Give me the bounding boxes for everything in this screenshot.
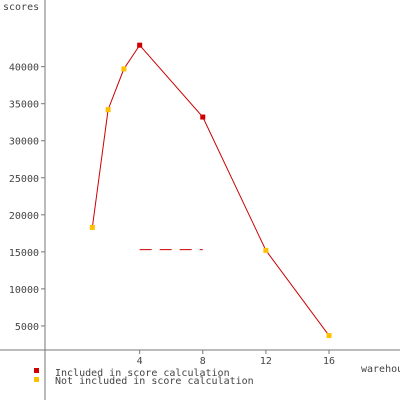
legend-marker-not-included bbox=[34, 377, 39, 382]
y-tick-label: 15000 bbox=[9, 248, 39, 259]
y-axis-label: scores bbox=[3, 2, 39, 13]
legend-label-not-included: Not included in score calculation bbox=[55, 376, 254, 387]
series-line bbox=[91, 44, 330, 336]
legend-marker-included bbox=[34, 368, 39, 373]
y-tick-label: 25000 bbox=[9, 174, 39, 185]
data-points bbox=[89, 42, 332, 339]
y-tick-label: 20000 bbox=[9, 211, 39, 222]
legend-label-included: Included in score calculation bbox=[55, 368, 230, 379]
point-not-included bbox=[121, 66, 127, 72]
x-axis-label: warehouses bbox=[361, 364, 400, 375]
x-tick-label: 16 bbox=[323, 356, 335, 367]
x-tick-label: 8 bbox=[200, 356, 206, 367]
x-tick-label: 12 bbox=[260, 356, 272, 367]
point-included bbox=[137, 42, 143, 48]
y-tick-label: 10000 bbox=[9, 285, 39, 296]
y-tick-label: 5000 bbox=[15, 322, 39, 333]
point-included bbox=[200, 114, 206, 120]
x-ticks: 4 8 12 16 bbox=[137, 350, 335, 367]
point-not-included bbox=[89, 224, 95, 230]
y-tick-label: 35000 bbox=[9, 100, 39, 111]
x-tick-label: 4 bbox=[137, 356, 143, 367]
point-not-included bbox=[326, 333, 332, 339]
point-not-included bbox=[263, 247, 269, 253]
y-tick-label: 30000 bbox=[9, 137, 39, 148]
point-not-included bbox=[105, 107, 111, 113]
y-ticks: 5000 10000 15000 20000 25000 30000 35000 40000 bbox=[9, 63, 45, 333]
legend: Included in score calculation Not includ… bbox=[34, 368, 254, 387]
y-tick-label: 40000 bbox=[9, 63, 39, 74]
